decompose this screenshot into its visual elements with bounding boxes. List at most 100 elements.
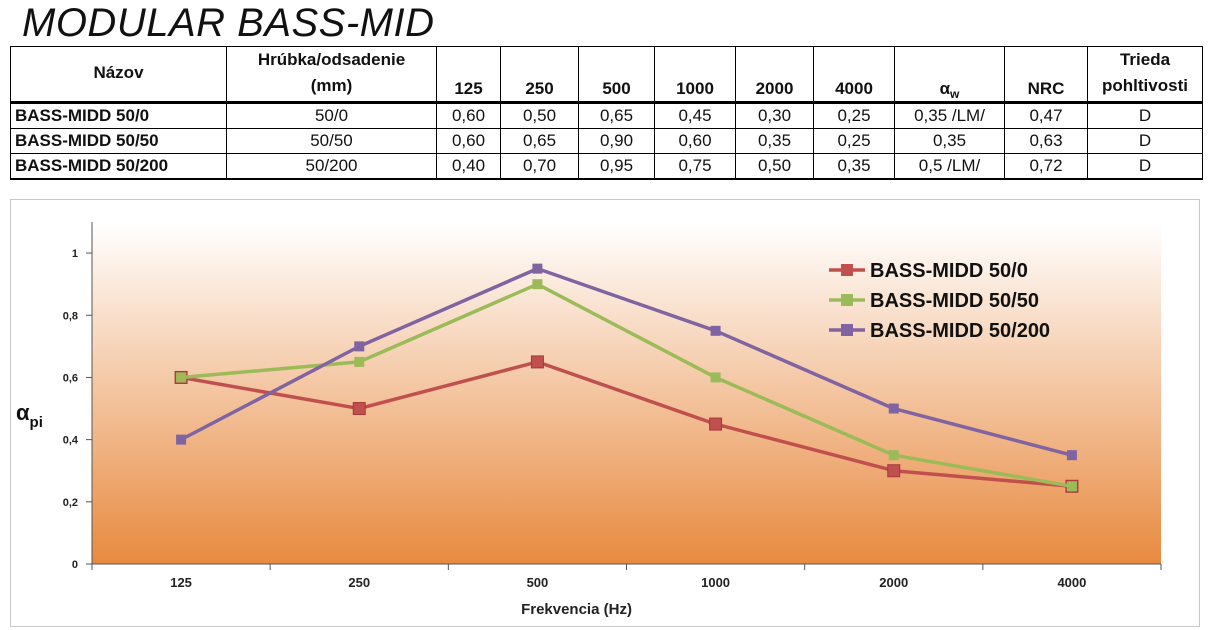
row-v4000: 0,25 bbox=[813, 128, 895, 154]
legend-label: BASS-MIDD 50/200 bbox=[870, 320, 1050, 342]
header-alpha-w: αw bbox=[894, 46, 1005, 103]
chart-panel: 0 0,2 0,4 0,6 0,8 1 125 250 500 1000 2000 4000 Frekv… bbox=[10, 199, 1200, 627]
x-tick-label: 500 bbox=[527, 575, 549, 590]
row-class: D bbox=[1087, 153, 1203, 180]
header-class-line2: pohltivosti bbox=[1102, 76, 1188, 95]
y-axis-title: αpi bbox=[16, 400, 43, 431]
legend-swatch-marker bbox=[841, 264, 853, 276]
row-v2000: 0,30 bbox=[735, 102, 814, 129]
absorption-chart: 0 0,2 0,4 0,6 0,8 1 125 250 500 1000 2000 4000 Frekv… bbox=[16, 222, 1162, 618]
row-v1000: 0,75 bbox=[654, 153, 736, 180]
header-class: Trieda pohltivosti bbox=[1087, 46, 1203, 103]
row-v500: 0,65 bbox=[578, 102, 655, 129]
series-marker bbox=[530, 355, 544, 369]
y-tick-label: 0,4 bbox=[63, 435, 79, 447]
row-v1000: 0,45 bbox=[654, 102, 736, 129]
row-class: D bbox=[1087, 102, 1203, 129]
header-thickness-line2: (mm) bbox=[310, 76, 353, 95]
y-tick-label: 0,2 bbox=[63, 497, 78, 509]
spec-table: Názov Hrúbka/odsadenie (mm) 125 250 500 … bbox=[10, 46, 1203, 180]
header-2000: 2000 bbox=[735, 46, 814, 103]
row-v250: 0,65 bbox=[500, 128, 579, 154]
row-nrc: 0,47 bbox=[1004, 102, 1088, 129]
header-thickness-line1: Hrúbka/odsadenie bbox=[257, 50, 406, 69]
series-marker bbox=[354, 341, 365, 352]
row-name: BASS-MIDD 50/50 bbox=[10, 128, 227, 154]
row-v500: 0,95 bbox=[578, 153, 655, 180]
series-marker bbox=[532, 263, 543, 274]
header-class-line1: Trieda bbox=[1119, 50, 1171, 69]
x-axis-title: Frekvencia (Hz) bbox=[521, 601, 632, 618]
row-alpha-w: 0,5 /LM/ bbox=[894, 153, 1005, 180]
x-tick-label: 1000 bbox=[701, 575, 730, 590]
legend-label: BASS-MIDD 50/50 bbox=[870, 290, 1039, 312]
series-marker bbox=[176, 372, 187, 383]
header-alpha-w-symbol: α bbox=[939, 79, 951, 98]
labels-layer: 0 0,2 0,4 0,6 0,8 1 125 250 500 1000 2000 4000 Frekv… bbox=[16, 248, 1086, 618]
series-layer bbox=[174, 263, 1079, 493]
y-tick-label: 0 bbox=[72, 559, 78, 571]
x-tick-label: 250 bbox=[348, 575, 370, 590]
series-line bbox=[180, 360, 1073, 489]
table-row: BASS-MIDD 50/0 50/0 0,60 0,50 0,65 0,45 … bbox=[10, 102, 1203, 129]
row-v125: 0,60 bbox=[436, 102, 501, 129]
page-title: MODULAR BASS-MID bbox=[22, 1, 435, 45]
row-class: D bbox=[1087, 128, 1203, 154]
row-v2000: 0,50 bbox=[735, 153, 814, 180]
row-nrc: 0,72 bbox=[1004, 153, 1088, 180]
x-tick-label: 2000 bbox=[879, 575, 908, 590]
row-v250: 0,50 bbox=[500, 102, 579, 129]
series-marker bbox=[888, 450, 899, 461]
series-marker bbox=[710, 372, 721, 383]
x-tick-label: 125 bbox=[170, 575, 192, 590]
y-axis-title-sub: pi bbox=[30, 414, 43, 431]
series-marker bbox=[1066, 481, 1077, 492]
header-thickness: Hrúbka/odsadenie (mm) bbox=[226, 46, 437, 103]
row-v125: 0,60 bbox=[436, 128, 501, 154]
row-name: BASS-MIDD 50/200 bbox=[10, 153, 227, 180]
header-name: Názov bbox=[10, 46, 227, 103]
row-alpha-w: 0,35 /LM/ bbox=[894, 102, 1005, 129]
y-tick-label: 0,8 bbox=[63, 310, 78, 322]
row-v500: 0,90 bbox=[578, 128, 655, 154]
row-v125: 0,40 bbox=[436, 153, 501, 180]
series-marker bbox=[176, 434, 187, 445]
series-marker bbox=[709, 417, 723, 431]
y-axis-title-symbol: α bbox=[16, 400, 30, 425]
header-alpha-w-sub: w bbox=[950, 87, 960, 101]
y-tick-label: 1 bbox=[72, 248, 78, 260]
series-line bbox=[180, 266, 1073, 457]
table-row: BASS-MIDD 50/200 50/200 0,40 0,70 0,95 0… bbox=[10, 153, 1203, 180]
y-tick-label: 0,6 bbox=[63, 372, 78, 384]
series-marker bbox=[1066, 450, 1077, 461]
legend-label: BASS-MIDD 50/0 bbox=[870, 260, 1028, 282]
series-marker bbox=[354, 356, 365, 367]
legend-swatch-marker bbox=[841, 324, 853, 336]
row-v250: 0,70 bbox=[500, 153, 579, 180]
row-thickness: 50/50 bbox=[226, 128, 437, 154]
header-250: 250 bbox=[500, 46, 579, 103]
series-marker bbox=[532, 279, 543, 290]
row-name: BASS-MIDD 50/0 bbox=[10, 102, 227, 129]
header-500: 500 bbox=[578, 46, 655, 103]
series-marker bbox=[352, 402, 366, 416]
row-v4000: 0,35 bbox=[813, 153, 895, 180]
legend: BASS-MIDD 50/0 BASS-MIDD 50/50 BASS-MIDD 5… bbox=[829, 260, 1050, 342]
x-tick-label: 4000 bbox=[1057, 575, 1086, 590]
series-marker bbox=[887, 464, 901, 478]
row-v2000: 0,35 bbox=[735, 128, 814, 154]
row-v1000: 0,60 bbox=[654, 128, 736, 154]
header-1000: 1000 bbox=[654, 46, 736, 103]
series-marker bbox=[710, 325, 721, 336]
row-v4000: 0,25 bbox=[813, 102, 895, 129]
axes bbox=[86, 222, 1162, 570]
series-line bbox=[180, 282, 1073, 488]
series-marker bbox=[888, 403, 899, 414]
legend-swatch-marker bbox=[841, 294, 853, 306]
header-nrc: NRC bbox=[1004, 46, 1088, 103]
row-nrc: 0,63 bbox=[1004, 128, 1088, 154]
row-thickness: 50/0 bbox=[226, 102, 437, 129]
row-alpha-w: 0,35 bbox=[894, 128, 1005, 154]
table-header-row: Názov Hrúbka/odsadenie (mm) 125 250 500 … bbox=[10, 46, 1203, 103]
header-125: 125 bbox=[436, 46, 501, 103]
